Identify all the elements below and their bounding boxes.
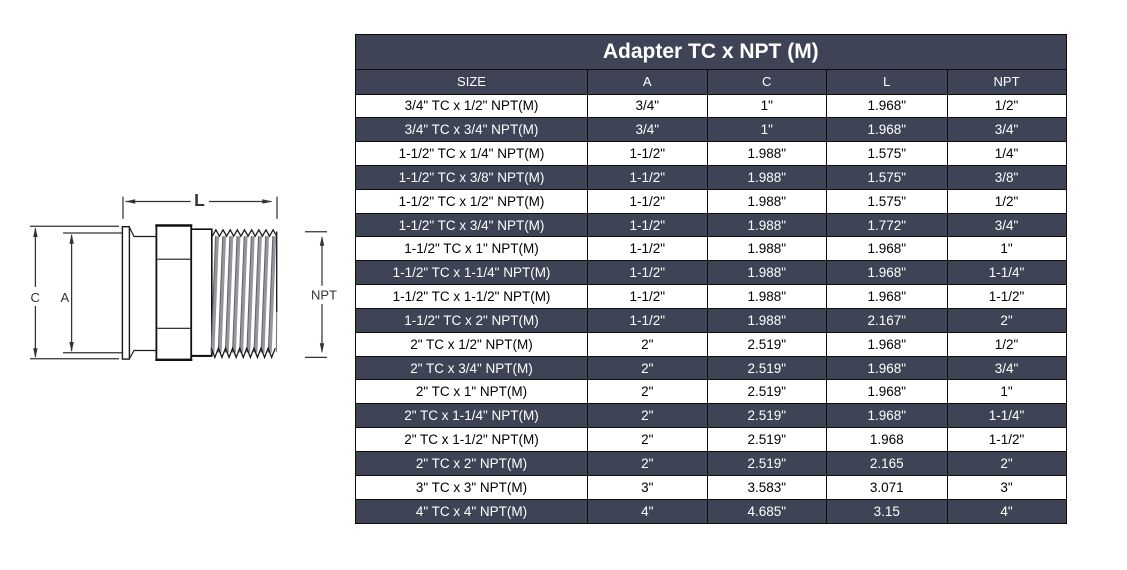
svg-text:NPT: NPT (311, 287, 337, 302)
svg-text:L: L (194, 190, 205, 210)
svg-text:C: C (31, 290, 40, 305)
svg-text:A: A (60, 290, 69, 305)
